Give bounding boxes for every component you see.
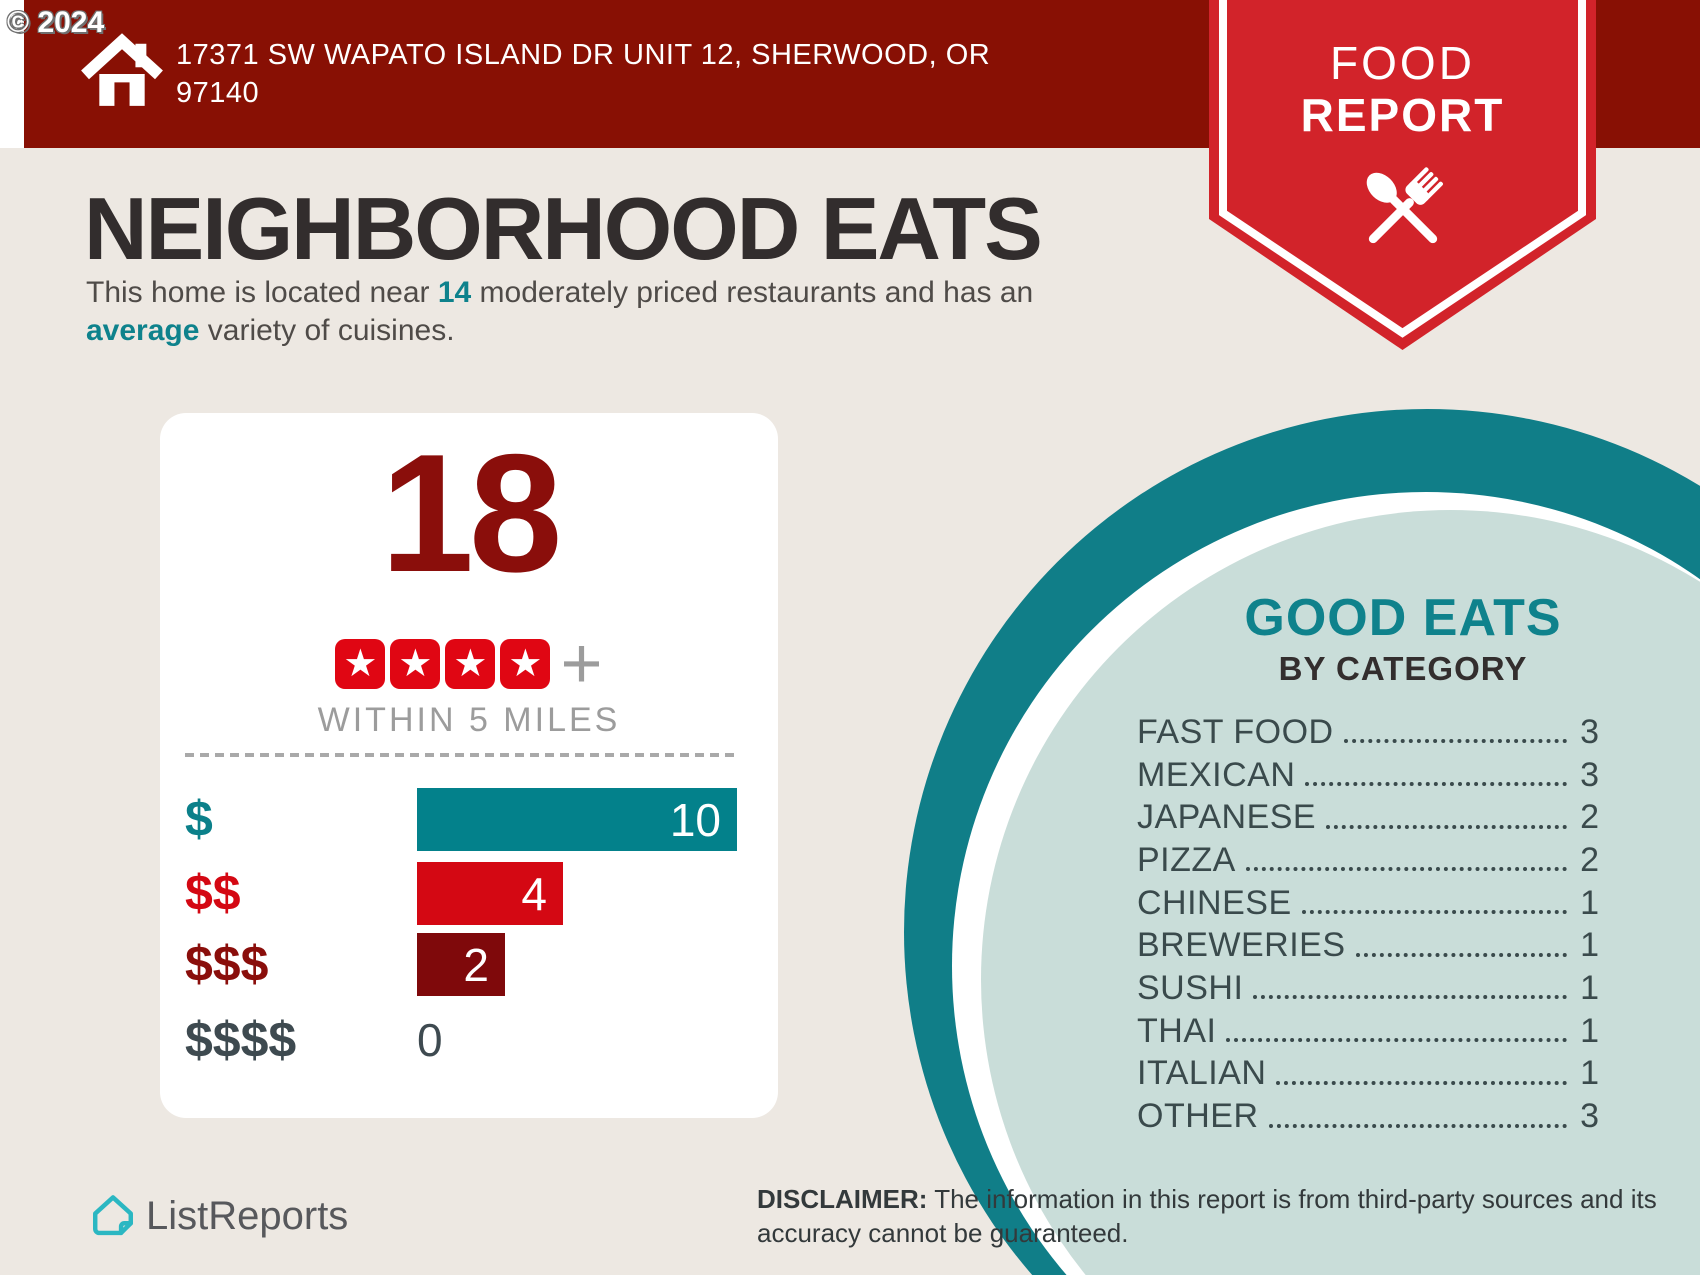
category-label: MEXICAN: [1137, 755, 1296, 794]
header-left-margin: [0, 0, 24, 148]
property-address: 17371 SW WAPATO ISLAND DR UNIT 12, SHERW…: [176, 36, 990, 112]
category-count: 3: [1580, 1097, 1599, 1136]
dotted-leader: [1305, 782, 1567, 787]
copyright-text: © 2024: [7, 6, 105, 39]
category-row: CHINESE 1: [1137, 882, 1599, 925]
variety-highlight: average: [86, 314, 200, 347]
category-row: FAST FOOD 3: [1137, 711, 1599, 754]
star-glyph: ★: [398, 643, 433, 685]
category-row: BREWERIES 1: [1137, 924, 1599, 967]
category-count: 3: [1580, 755, 1599, 794]
category-label: SUSHI: [1137, 968, 1244, 1007]
price-bar-value: 2: [463, 938, 489, 991]
category-count: 1: [1580, 883, 1599, 922]
category-row: OTHER 3: [1137, 1095, 1599, 1138]
price-level-label: $: [185, 791, 213, 847]
category-list: FAST FOOD 3 MEXICAN 3 JAPANESE 2 PIZZA 2…: [1137, 711, 1599, 1138]
category-count: 1: [1580, 1011, 1599, 1050]
intro-seg3: variety of cuisines.: [199, 314, 455, 347]
disclaimer-line1: The information in this report is from t…: [927, 1184, 1657, 1214]
star-glyph: ★: [343, 643, 378, 685]
good-eats-title: GOOD EATS: [1244, 589, 1562, 647]
food-report-ribbon: FOOD REPORT: [1209, 0, 1596, 352]
dotted-leader: [1253, 995, 1567, 1000]
price-bar: 4: [417, 862, 563, 925]
restaurant-total-count: 18: [380, 419, 563, 607]
intro-seg1: This home is located near: [86, 276, 438, 309]
price-level-label: $$$: [185, 936, 269, 992]
dotted-leader: [1343, 739, 1567, 744]
page-title: NEIGHBORHOOD EATS: [84, 179, 1043, 278]
price-level-label: $$$$: [185, 1012, 297, 1068]
dotted-leader: [1226, 1038, 1567, 1043]
listreports-house-icon: [93, 1195, 133, 1236]
price-row-1-dollar: $ 10: [185, 788, 753, 851]
category-label: FAST FOOD: [1137, 712, 1334, 751]
ribbon-title-line1: FOOD: [1330, 37, 1475, 89]
listreports-wordmark: ListReports: [146, 1193, 349, 1238]
category-count: 3: [1580, 712, 1599, 751]
ribbon-title-line2: REPORT: [1300, 89, 1505, 141]
plus-sign: +: [560, 624, 603, 704]
category-count: 2: [1580, 840, 1599, 879]
good-eats-subtitle: BY CATEGORY: [1278, 650, 1528, 687]
dotted-leader: [1355, 952, 1567, 957]
category-count: 2: [1580, 798, 1599, 837]
category-label: BREWERIES: [1137, 926, 1346, 965]
disclaimer-line2: accuracy cannot be guaranteed.: [757, 1218, 1129, 1248]
category-label: THAI: [1137, 1011, 1217, 1050]
price-bar: 10: [417, 788, 737, 851]
category-count: 1: [1580, 926, 1599, 965]
price-level-label: $$: [185, 865, 241, 921]
dashed-divider: [185, 753, 737, 757]
star-glyph: ★: [508, 643, 543, 685]
category-label: OTHER: [1137, 1097, 1259, 1136]
category-row: THAI 1: [1137, 1010, 1599, 1053]
radius-label: WITHIN 5 MILES: [317, 701, 621, 739]
ribbon-banner-shape: [1209, 0, 1596, 350]
address-line2: 97140: [176, 77, 260, 109]
crossed-spoon-fork-icon: [1366, 167, 1443, 244]
star-icon: ★: [335, 639, 386, 689]
star-rating: ★ ★ ★ ★ +: [160, 624, 778, 704]
intro-seg2: moderately priced restaurants and has an: [471, 276, 1034, 309]
star-icon: ★: [445, 639, 496, 689]
price-bar: 2: [417, 933, 505, 996]
category-row: PIZZA 2: [1137, 839, 1599, 882]
category-label: JAPANESE: [1137, 798, 1317, 837]
listreports-logo: ListReports: [92, 1192, 348, 1240]
price-bar-value: 10: [669, 793, 721, 846]
category-count: 1: [1580, 968, 1599, 1007]
intro-sentence: This home is located near 14 moderately …: [86, 274, 1086, 350]
star-glyph: ★: [453, 643, 488, 685]
home-icon: [81, 33, 163, 106]
category-label: ITALIAN: [1137, 1054, 1267, 1093]
category-row: JAPANESE 2: [1137, 796, 1599, 839]
star-tiles: ★ ★ ★ ★: [335, 639, 551, 689]
category-label: CHINESE: [1137, 883, 1292, 922]
dotted-leader: [1245, 867, 1567, 872]
dotted-leader: [1301, 910, 1567, 915]
dotted-leader: [1326, 824, 1567, 829]
category-row: MEXICAN 3: [1137, 754, 1599, 797]
stats-card: 18 ★ ★ ★ ★ + WITHIN 5 MILES $ 10 $$ 4 $$$ 2…: [160, 413, 778, 1118]
disclaimer-text: DISCLAIMER: The information in this repo…: [757, 1182, 1697, 1250]
star-icon: ★: [390, 639, 441, 689]
category-label: PIZZA: [1137, 840, 1236, 879]
price-row-2-dollar: $$ 4: [185, 862, 753, 925]
price-bar-zero-value: 0: [417, 1014, 443, 1066]
disclaimer-label: DISCLAIMER:: [757, 1184, 928, 1214]
address-line1: 17371 SW WAPATO ISLAND DR UNIT 12, SHERW…: [176, 39, 991, 71]
price-bar-value: 4: [521, 867, 547, 920]
dotted-leader: [1268, 1123, 1567, 1128]
category-row: ITALIAN 1: [1137, 1053, 1599, 1096]
star-icon: ★: [500, 639, 551, 689]
price-row-4-dollar: $$$$ 0: [185, 1011, 753, 1069]
restaurant-count-highlight: 14: [437, 276, 472, 309]
price-row-3-dollar: $$$ 2: [185, 933, 753, 996]
category-row: SUSHI 1: [1137, 967, 1599, 1010]
category-count: 1: [1580, 1054, 1599, 1093]
dotted-leader: [1276, 1080, 1567, 1085]
